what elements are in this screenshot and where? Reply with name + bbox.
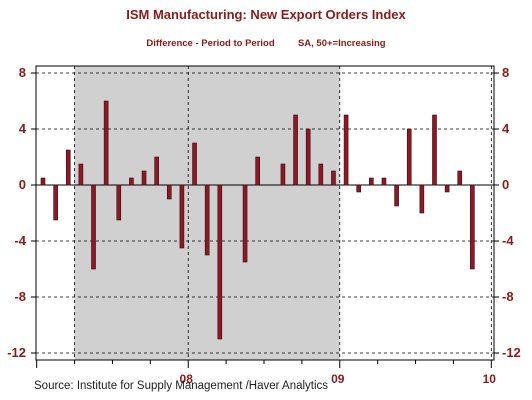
bar-jan-07	[40, 177, 46, 186]
y-tick-label-left: -12	[7, 345, 26, 360]
bar-mar-09	[369, 177, 374, 186]
bar-may-08	[242, 184, 248, 263]
bar-sep-09	[444, 184, 450, 193]
bar-nov-07	[166, 184, 172, 200]
bar-jul-09	[419, 184, 425, 214]
bar-feb-09	[356, 184, 362, 193]
bar-jul-07	[116, 184, 122, 221]
y-tick-label-right: 8	[502, 65, 509, 80]
bar-aug-08	[280, 163, 286, 186]
bar-sep-07	[141, 170, 147, 186]
bar-oct-07	[154, 156, 159, 186]
bar-oct-09	[457, 170, 463, 186]
y-tick-label-right: -12	[502, 345, 521, 360]
y-tick-label-left: -8	[14, 289, 26, 304]
bar-may-09	[394, 184, 399, 207]
y-tick-label-left: 4	[19, 121, 27, 136]
gridlines	[36, 66, 494, 360]
y-tick-label-right: -8	[502, 289, 514, 304]
bar-jan-09	[343, 114, 349, 186]
chart-title: ISM Manufacturing: New Export Orders Ind…	[126, 7, 406, 22]
bar-mar-08	[217, 184, 223, 340]
y-tick-label-left: 8	[19, 65, 26, 80]
plot-frame	[35, 65, 495, 361]
x-year-label-09: 09	[331, 372, 345, 386]
bar-feb-08	[204, 184, 210, 256]
bar-apr-07	[78, 163, 84, 186]
y-tick-label-left: -4	[14, 233, 26, 248]
subtitle-difference: Difference - Period to Period	[146, 38, 275, 49]
y-tick-label-right: 0	[502, 177, 509, 192]
bar-mar-07	[65, 149, 71, 186]
bar-sep-08	[293, 114, 298, 186]
bars	[40, 100, 475, 340]
bar-aug-09	[432, 114, 437, 186]
bar-may-07	[91, 184, 96, 270]
bar-feb-07	[53, 184, 58, 221]
y-axis-right: 8 4 0 -4 -8 -12	[494, 65, 521, 360]
bar-jan-08	[192, 142, 197, 186]
y-tick-label-right: -4	[502, 233, 514, 248]
bar-oct-08	[305, 128, 311, 186]
bar-nov-09	[470, 184, 475, 270]
y-tick-label-right: 4	[502, 121, 510, 136]
bar-jun-08	[255, 156, 260, 186]
bar-dec-08	[331, 170, 336, 186]
subtitle-seasonal-adjustment: SA, 50+=Increasing	[297, 38, 386, 49]
bar-jun-09	[406, 128, 412, 186]
bar-aug-07	[129, 177, 134, 186]
y-tick-label-left: 0	[19, 177, 26, 192]
x-year-label-08: 08	[180, 372, 194, 386]
x-axis: 08 09 10	[36, 360, 497, 386]
y-axis-left: 8 4 0 -4 -8 -12	[7, 65, 36, 360]
source-note: Source: Institute for Supply Management …	[34, 380, 329, 392]
chart-subtitle: Difference - Period to Period SA, 50+=In…	[0, 38, 532, 49]
bar-nov-08	[318, 163, 324, 186]
bar-dec-07	[179, 184, 185, 249]
bar-jun-07	[103, 100, 109, 186]
bar-apr-09	[381, 177, 387, 186]
x-year-label-10: 10	[483, 372, 497, 386]
